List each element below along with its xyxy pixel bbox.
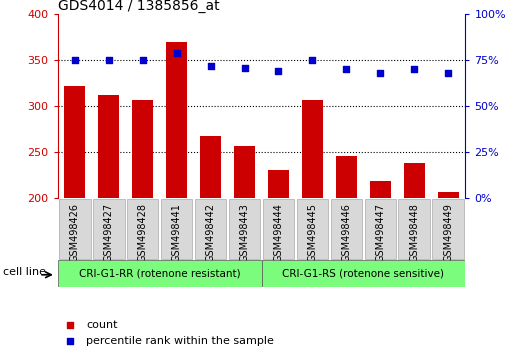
Text: GSM498427: GSM498427 [104,203,113,262]
Point [65,322,74,328]
Bar [268,170,289,198]
FancyBboxPatch shape [297,200,328,259]
Text: GSM498448: GSM498448 [410,203,419,262]
Point [445,70,453,76]
FancyBboxPatch shape [229,200,260,259]
Text: GSM498428: GSM498428 [138,203,147,262]
FancyBboxPatch shape [262,260,465,287]
Text: GSM498449: GSM498449 [444,203,453,262]
FancyBboxPatch shape [433,200,464,259]
Bar [64,86,85,198]
Point [309,57,317,63]
Text: cell line: cell line [3,267,46,277]
Text: GSM498446: GSM498446 [342,203,351,262]
FancyBboxPatch shape [161,200,192,259]
Point [105,57,113,63]
Bar [132,100,153,198]
Point [138,57,146,63]
Text: CRI-G1-RR (rotenone resistant): CRI-G1-RR (rotenone resistant) [78,268,241,279]
Text: percentile rank within the sample: percentile rank within the sample [86,336,274,346]
FancyBboxPatch shape [58,260,262,287]
Text: GSM498442: GSM498442 [206,203,215,262]
Bar [234,146,255,198]
Text: CRI-G1-RS (rotenone sensitive): CRI-G1-RS (rotenone sensitive) [282,268,445,279]
FancyBboxPatch shape [93,200,124,259]
FancyBboxPatch shape [365,200,396,259]
Bar [438,192,459,198]
Point [343,67,351,72]
Point [411,67,419,72]
Text: GSM498447: GSM498447 [376,203,385,262]
Bar [166,42,187,198]
FancyBboxPatch shape [127,200,158,259]
Point [377,70,385,76]
Text: GSM498426: GSM498426 [70,203,79,262]
FancyBboxPatch shape [399,200,430,259]
Point [206,63,215,69]
Point [70,57,78,63]
Bar [98,95,119,198]
Point [241,65,249,70]
Point [275,68,283,74]
Bar [302,100,323,198]
Text: GSM498445: GSM498445 [308,203,317,262]
FancyBboxPatch shape [59,200,90,259]
Bar [200,136,221,198]
Text: GSM498444: GSM498444 [274,203,283,262]
Point [65,338,74,343]
Text: GDS4014 / 1385856_at: GDS4014 / 1385856_at [58,0,219,13]
Text: GSM498443: GSM498443 [240,203,249,262]
Point [173,50,181,56]
Text: count: count [86,320,118,330]
Bar [404,163,425,198]
Bar [336,156,357,198]
FancyBboxPatch shape [331,200,362,259]
Bar [370,181,391,198]
FancyBboxPatch shape [263,200,294,259]
FancyBboxPatch shape [195,200,226,259]
Text: GSM498441: GSM498441 [172,203,181,262]
